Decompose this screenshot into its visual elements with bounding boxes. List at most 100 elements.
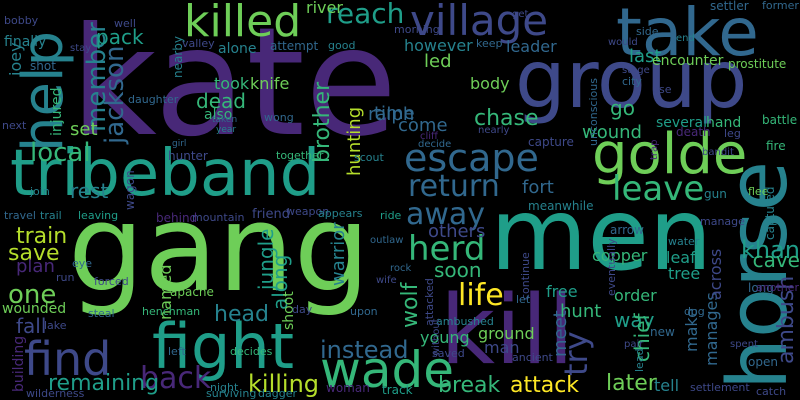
cloud-word-morning: morning	[394, 23, 440, 36]
cloud-word-spent: spent	[730, 339, 758, 350]
cloud-word-others: others	[428, 221, 486, 242]
cloud-word-long: long	[748, 281, 774, 295]
cloud-word-pack: pack	[96, 25, 144, 49]
cloud-word-ground: ground	[478, 324, 535, 343]
cloud-word-bobby: bobby	[4, 14, 39, 27]
cloud-word-set: set	[70, 119, 98, 140]
cloud-word-tree: tree	[668, 264, 701, 283]
cloud-word-took: took	[214, 74, 250, 93]
cloud-word-trail: trail	[40, 209, 62, 222]
cloud-word-head: head	[214, 302, 269, 327]
cloud-word-join: join	[30, 185, 50, 198]
cloud-word-golde: golde	[592, 122, 748, 187]
cloud-word-encounter: encounter	[652, 53, 724, 69]
cloud-word-also: also	[204, 107, 233, 123]
cloud-word-rock: rock	[390, 263, 412, 274]
cloud-word-lake: lake	[44, 319, 67, 332]
cloud-word-open: open	[748, 355, 778, 369]
cloud-word-settlement: settlement	[690, 381, 750, 394]
cloud-word-appears: appears	[318, 207, 363, 220]
cloud-word-steal: steal	[88, 307, 115, 320]
cloud-word-leave: leave	[612, 169, 705, 209]
cloud-word-girl: girl	[172, 139, 187, 149]
cloud-word-unconscious: unconscious	[587, 78, 600, 146]
cloud-word-soon: soon	[434, 258, 482, 282]
cloud-word-last: last	[629, 46, 662, 67]
cloud-word-khan: khan	[740, 236, 800, 264]
cloud-word-end: end	[676, 33, 695, 44]
cloud-word-stage: stage	[622, 65, 650, 76]
cloud-word-henchman: henchman	[142, 305, 201, 318]
cloud-word-water: water	[668, 235, 700, 248]
cloud-word-attempt: attempt	[270, 39, 319, 53]
cloud-word-fall: fall	[16, 314, 47, 338]
cloud-word-well: well	[114, 17, 136, 30]
cloud-word-return: return	[408, 169, 500, 204]
cloud-word-wife: wife	[376, 275, 397, 286]
cloud-word-injured: injured	[49, 87, 65, 136]
cloud-word-captured: captured	[763, 186, 777, 240]
cloud-word-gang: gang	[68, 180, 370, 319]
cloud-word-leg: leg	[724, 127, 741, 140]
cloud-word-decides: decides	[230, 345, 273, 358]
cloud-word-building: building	[11, 335, 27, 392]
cloud-word-travel: travel	[4, 209, 36, 222]
cloud-word-however: however	[404, 36, 473, 55]
cloud-word-back: back	[140, 361, 212, 396]
cloud-word-tribeband: tribeband	[10, 137, 321, 211]
cloud-word-wong: wong	[264, 111, 294, 124]
cloud-word-led: led	[424, 51, 452, 72]
cloud-word-day: day	[292, 303, 313, 316]
cloud-word-go: go	[610, 96, 635, 120]
cloud-word-scout: scout	[354, 151, 384, 164]
cloud-word-copper: copper	[592, 246, 648, 265]
cloud-word-upon: upon	[350, 305, 378, 318]
cloud-word-use: use	[652, 83, 672, 96]
cloud-word-escape: escape	[404, 136, 539, 180]
cloud-word-cliff: cliff	[420, 131, 438, 142]
cloud-word-shot: shot	[30, 59, 56, 73]
cloud-word-hunt: hunt	[560, 301, 602, 322]
cloud-word-reach: reach	[326, 0, 405, 30]
cloud-word-warrior: warrior	[328, 222, 349, 286]
cloud-word-plan: plan	[16, 256, 55, 277]
cloud-word-wolf: wolf	[398, 282, 423, 328]
cloud-word-one: one	[8, 280, 57, 310]
cloud-word-woman: woman	[326, 381, 370, 395]
cloud-word-bandit: bandit	[702, 147, 734, 158]
cloud-word-river: river	[306, 0, 343, 17]
cloud-word-village: village	[410, 0, 549, 45]
cloud-word-herd: herd	[408, 229, 486, 269]
cloud-word-ancient: ancient	[512, 351, 553, 364]
cloud-word-without: without	[431, 318, 442, 356]
cloud-word-capture: capture	[528, 135, 574, 149]
cloud-word-another: another	[756, 281, 800, 294]
cloud-word-weapon: weapon	[286, 205, 330, 218]
cloud-word-hand: hand	[706, 115, 742, 131]
cloud-word-later: later	[606, 371, 657, 396]
cloud-word-eventually: eventually	[605, 238, 618, 296]
cloud-word-ralph: ralph	[368, 104, 415, 125]
cloud-word-let: let	[516, 293, 531, 306]
cloud-word-battle: battle	[762, 113, 798, 127]
cloud-word-friend: friend	[252, 207, 291, 222]
cloud-word-break: break	[438, 373, 501, 398]
cloud-word-manages: manages	[702, 292, 721, 366]
cloud-word-time: time	[374, 103, 415, 124]
cloud-word-together: together	[276, 149, 324, 162]
cloud-word-leaf: leaf	[666, 248, 696, 267]
cloud-word-keep: keep	[476, 37, 503, 50]
cloud-word-alone: alone	[218, 41, 257, 57]
cloud-word-stay: stay	[70, 43, 92, 54]
cloud-word-train: train	[16, 224, 68, 249]
cloud-word-knife: knife	[250, 74, 290, 93]
cloud-word-fire: fire	[766, 139, 786, 153]
cloud-word-fort: fort	[522, 177, 554, 198]
cloud-word-city: city	[622, 75, 642, 88]
cloud-word-away: away	[406, 197, 486, 232]
cloud-word-across: across	[706, 248, 725, 300]
cloud-word-dead: dead	[196, 89, 246, 113]
cloud-word-former: former	[762, 0, 799, 12]
cloud-word-body: body	[470, 74, 510, 93]
